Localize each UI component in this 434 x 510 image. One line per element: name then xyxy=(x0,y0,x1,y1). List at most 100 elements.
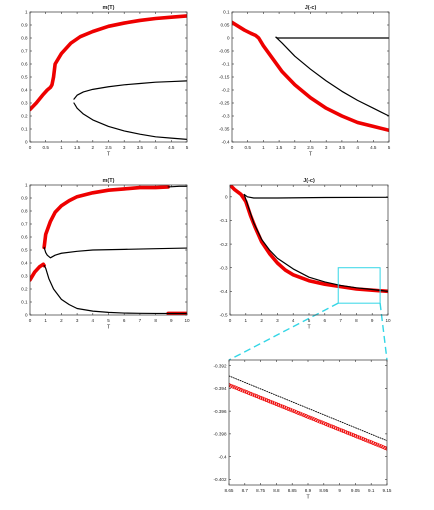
series-marker xyxy=(312,417,316,422)
series-marker xyxy=(270,400,275,405)
x-tick-label: 4 xyxy=(154,145,157,150)
series-marker xyxy=(252,393,257,398)
series-marker xyxy=(377,443,381,448)
x-tick-label: 9 xyxy=(371,318,374,323)
series-group xyxy=(30,185,187,315)
series-marker xyxy=(349,432,354,437)
x-tick-label: 8.75 xyxy=(256,488,265,493)
series-line xyxy=(30,14,187,112)
x-tick-label: 6 xyxy=(324,318,327,323)
series-group xyxy=(30,14,187,140)
series-line xyxy=(73,102,187,140)
x-tick-label: 0 xyxy=(231,145,234,150)
x-tick-label: 4 xyxy=(356,145,359,150)
y-tick-label: 0 xyxy=(227,36,230,41)
series-marker xyxy=(282,405,287,410)
y-tick-label: 0.7 xyxy=(21,49,28,54)
y-tick-label: 0 xyxy=(25,140,28,145)
series-marker xyxy=(254,394,259,398)
axes-frame xyxy=(229,184,389,316)
series-marker xyxy=(316,418,320,423)
series-marker xyxy=(329,424,334,429)
series-marker xyxy=(250,392,255,397)
series-marker xyxy=(239,387,243,392)
x-tick-label: 3 xyxy=(276,318,279,323)
x-tick-label: 5 xyxy=(107,318,110,323)
series-marker xyxy=(383,445,387,450)
series-marker xyxy=(379,444,383,449)
x-tick-label: 8.95 xyxy=(319,488,328,493)
y-tick-label: -0.396 xyxy=(213,409,226,414)
series-group xyxy=(232,20,389,133)
series-marker xyxy=(327,423,332,428)
y-tick-label: 0.4 xyxy=(21,261,28,266)
y-tick-label: -0.05 xyxy=(219,49,230,54)
y-tick-label: 0 xyxy=(25,313,28,318)
x-tick-label: 0 xyxy=(29,145,32,150)
series-line xyxy=(243,193,388,292)
x-tick-label: 10 xyxy=(184,318,190,323)
panel-m-T-top: 0 0.5 1 1.5 2 2.5 3 3.5 4 4.5 5 0 0.1 0.2 0.3 0.4 0.5 0.6… xyxy=(21,5,189,158)
x-tick-label: 4.5 xyxy=(370,145,377,150)
y-tick-label: 0.1 xyxy=(223,10,230,15)
series-marker xyxy=(355,434,360,439)
zoom-connector-lines xyxy=(228,302,388,361)
x-axis-label: T xyxy=(306,495,310,501)
series-marker xyxy=(325,422,330,427)
series-line xyxy=(232,20,389,133)
chart-title: m(T) xyxy=(103,5,115,11)
series-marker xyxy=(318,419,322,424)
y-tick-label: -0.35 xyxy=(219,127,230,132)
series-marker xyxy=(319,420,324,425)
x-tick-label: 9.1 xyxy=(368,488,375,493)
y-tick-label: -0.402 xyxy=(213,477,226,482)
series-marker xyxy=(351,433,356,437)
y-tick-label: -0.392 xyxy=(213,363,226,368)
y-tick-label: 0.9 xyxy=(21,196,28,201)
series-marker xyxy=(371,441,376,445)
panel-J-c-bottom: 0 1 2 3 4 5 6 7 8 9 10 -0.5 -0.4 -0.3 -0.2 -0.1 0 J(-c) T xyxy=(220,178,391,331)
series-marker xyxy=(343,430,348,434)
series-marker xyxy=(233,385,237,390)
y-tick-label: 1 xyxy=(25,10,28,15)
series-marker xyxy=(341,429,346,433)
series-marker xyxy=(339,428,344,433)
y-tick-label: -0.398 xyxy=(213,432,226,437)
x-tick-label: 2 xyxy=(60,318,63,323)
y-tick-label: 0.6 xyxy=(21,235,28,240)
series-marker xyxy=(385,446,387,451)
x-axis-label: T xyxy=(107,152,111,158)
chart-title: J(-c) xyxy=(305,5,317,11)
y-tick-label: 0.9 xyxy=(21,23,28,28)
series-marker xyxy=(278,403,283,408)
series-marker xyxy=(264,398,269,402)
x-tick-label: 4 xyxy=(292,318,295,323)
x-tick-label: 3 xyxy=(123,145,126,150)
axes-frame xyxy=(29,184,188,316)
panel-m-T-bottom: 0 1 2 3 4 5 6 7 8 9 10 0 0.1 0.2 0.3 0.4 0.5 0.6 0.7 0.8 0.9… xyxy=(21,178,190,331)
y-tick-label: -0.2 xyxy=(220,242,228,247)
y-tick-label: 0.5 xyxy=(21,248,28,253)
x-tick-label: 9.05 xyxy=(351,488,360,493)
x-axis-label: T xyxy=(107,325,111,331)
x-tick-label: 0 xyxy=(229,318,232,323)
x-tick-label: 9.15 xyxy=(383,488,392,493)
zoom-connector-right xyxy=(379,303,388,361)
series-line xyxy=(30,262,46,282)
series-marker xyxy=(237,387,241,391)
series-marker xyxy=(335,426,340,431)
y-tick-label: 0.7 xyxy=(21,222,28,227)
x-axis-label: T xyxy=(307,325,311,331)
chart-title: m(T) xyxy=(103,178,115,184)
series-marker xyxy=(229,383,231,387)
y-tick-label: -0.2 xyxy=(222,88,230,93)
x-tick-label: 3 xyxy=(76,318,79,323)
y-tick-label: -0.3 xyxy=(222,114,230,119)
series-marker xyxy=(290,408,295,413)
zoom-region-box xyxy=(337,267,381,304)
series-marker xyxy=(304,414,308,418)
series-line xyxy=(275,36,389,39)
series-marker xyxy=(310,416,314,421)
x-tick-label: 9 xyxy=(170,318,173,323)
series-marker xyxy=(302,413,306,418)
